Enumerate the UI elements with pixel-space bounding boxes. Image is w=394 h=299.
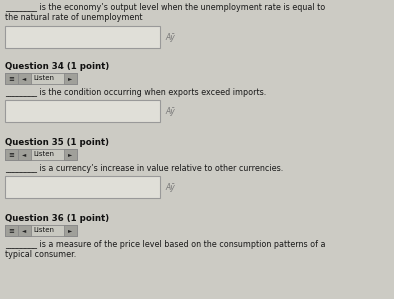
Bar	[5, 176, 160, 198]
Text: ►: ►	[69, 228, 72, 233]
Bar	[5, 100, 160, 122]
Bar	[5, 225, 18, 236]
Text: Aȳ: Aȳ	[165, 33, 175, 42]
Text: ________ is a currency’s increase in value relative to other currencies.: ________ is a currency’s increase in val…	[5, 164, 283, 173]
Text: ◄: ◄	[22, 76, 27, 81]
Text: ≡: ≡	[9, 152, 15, 158]
Bar	[5, 26, 160, 48]
Bar	[5, 225, 77, 236]
Bar	[64, 149, 77, 160]
Bar	[5, 149, 77, 160]
Text: Question 34 (1 point): Question 34 (1 point)	[5, 62, 109, 71]
Text: typical consumer.: typical consumer.	[5, 250, 76, 259]
Bar	[64, 73, 77, 84]
Text: ________ is a measure of the price level based on the consumption patterns of a: ________ is a measure of the price level…	[5, 240, 325, 249]
Bar	[18, 149, 31, 160]
Text: ________ is the economy’s output level when the unemployment rate is equal to: ________ is the economy’s output level w…	[5, 3, 325, 12]
Text: the natural rate of unemployment: the natural rate of unemployment	[5, 13, 143, 22]
Text: ►: ►	[69, 76, 72, 81]
Text: ◄: ◄	[22, 152, 27, 157]
Text: Listen: Listen	[33, 76, 54, 82]
Bar	[5, 73, 77, 84]
Bar	[5, 149, 18, 160]
Text: ►: ►	[69, 152, 72, 157]
Text: Listen: Listen	[33, 152, 54, 158]
Text: ________ is the condition occurring when exports exceed imports.: ________ is the condition occurring when…	[5, 88, 266, 97]
Text: ◄: ◄	[22, 228, 27, 233]
Text: ≡: ≡	[9, 228, 15, 234]
Bar	[5, 73, 18, 84]
Text: ≡: ≡	[9, 76, 15, 82]
Text: Listen: Listen	[33, 228, 54, 234]
Bar	[64, 225, 77, 236]
Text: Question 35 (1 point): Question 35 (1 point)	[5, 138, 109, 147]
Bar	[18, 225, 31, 236]
Text: Question 36 (1 point): Question 36 (1 point)	[5, 214, 109, 223]
Text: Aȳ: Aȳ	[165, 106, 175, 115]
Bar	[18, 73, 31, 84]
Text: Aȳ: Aȳ	[165, 182, 175, 191]
